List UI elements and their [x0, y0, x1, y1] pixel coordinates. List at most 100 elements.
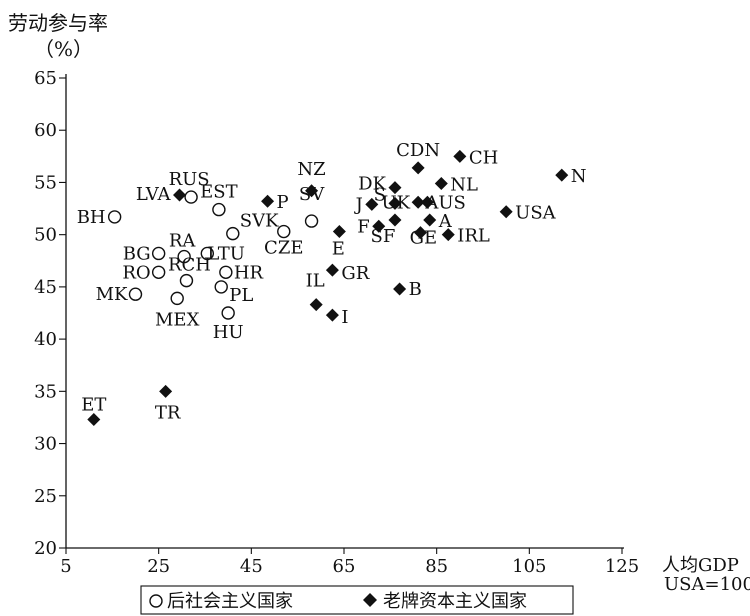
data-point-aus	[420, 195, 434, 209]
point-label-usa: USA	[515, 203, 557, 224]
y-tick-label: 35	[34, 381, 57, 402]
y-tick-label: 40	[34, 329, 57, 350]
data-point-gr	[325, 263, 339, 277]
y-tick-label: 25	[34, 486, 57, 507]
y-tick-label: 55	[34, 172, 57, 193]
point-label-nl: NL	[450, 174, 478, 195]
point-label-ltu: LTU	[207, 243, 245, 264]
data-point-ro	[151, 265, 166, 279]
point-label-svk: SVK	[240, 211, 279, 232]
y-tick-label: 20	[34, 538, 57, 559]
x-tick-label: 65	[333, 556, 356, 577]
y-tick-label: 65	[34, 68, 57, 89]
point-label-nz: NZ	[297, 159, 325, 180]
data-point-nz	[305, 184, 319, 198]
y-tick-label: 50	[34, 225, 57, 246]
data-point-hu	[221, 306, 235, 320]
data-point-tr	[159, 384, 173, 398]
point-label-ch: CH	[469, 147, 498, 168]
point-label-aus: AUS	[424, 192, 466, 213]
point-label-ge: GE	[410, 228, 438, 249]
data-point-nl	[434, 176, 448, 190]
data-point-mex	[170, 291, 184, 306]
x-tick-label: 85	[425, 556, 448, 577]
point-label-cdn: CDN	[396, 140, 440, 161]
point-label-p: P	[277, 192, 289, 213]
point-label-hu: HU	[213, 322, 244, 343]
data-point-et	[87, 413, 101, 427]
point-label-pl: PL	[229, 285, 253, 306]
legend-open-circle-icon	[149, 594, 163, 608]
data-point-f	[372, 219, 386, 233]
data-point-b	[393, 282, 407, 296]
data-point-hr	[219, 265, 233, 279]
legend: 后社会主义国家 老牌资本主义国家	[140, 585, 574, 615]
x-tick-label: 25	[147, 556, 170, 577]
data-point-cze	[277, 224, 291, 239]
point-label-f: F	[357, 216, 370, 237]
data-point-i	[325, 308, 339, 322]
point-label-hr: HR	[234, 262, 264, 283]
x-tick-label: 105	[512, 556, 546, 577]
point-label-irl: IRL	[457, 226, 490, 247]
point-label-et: ET	[81, 395, 106, 416]
data-point-ge	[413, 226, 427, 240]
point-label-e: E	[332, 239, 345, 260]
data-point-bh	[107, 210, 122, 224]
data-points: RUSESTBHSVKCZESVBGRALTURORCHHRMKPLMEXHUL…	[77, 140, 587, 427]
data-point-mk	[128, 287, 143, 301]
data-point-ch	[453, 149, 467, 163]
data-point-bg	[151, 246, 166, 261]
point-label-a: A	[438, 211, 453, 232]
point-label-est: EST	[200, 182, 237, 203]
point-label-ra: RA	[169, 231, 197, 252]
legend-box	[140, 585, 574, 615]
point-label-rch: RCH	[168, 255, 211, 276]
point-label-dk: DK	[358, 174, 386, 195]
y-axis-unit: （%）	[34, 37, 93, 61]
data-point-uk	[411, 195, 425, 209]
data-point-rus	[184, 190, 198, 204]
y-tick-label: 30	[34, 434, 57, 455]
y-tick-label: 45	[34, 277, 57, 298]
point-label-cze: CZE	[264, 238, 303, 259]
data-point-a	[423, 213, 437, 227]
x-tick-label: 125	[605, 556, 639, 577]
point-label-mex: MEX	[155, 309, 200, 330]
x-axis-note: USA=100	[664, 574, 750, 595]
point-label-gr: GR	[341, 263, 369, 284]
data-point-cdn	[411, 161, 425, 175]
point-label-il: IL	[306, 271, 325, 292]
data-point-rch	[179, 273, 194, 288]
x-tick-label: 45	[240, 556, 263, 577]
data-point-ra	[177, 249, 191, 264]
legend-label-post-socialist: 后社会主义国家	[167, 591, 293, 612]
data-point-irl	[441, 228, 455, 242]
data-point-s	[388, 196, 402, 210]
point-label-bh: BH	[77, 207, 106, 228]
x-axis-label: 人均GDP	[662, 555, 739, 576]
point-label-uk: UK	[382, 192, 411, 213]
point-label-n: N	[571, 166, 587, 187]
point-label-mk: MK	[96, 284, 128, 305]
data-point-ltu	[200, 246, 215, 261]
data-point-sv	[304, 214, 319, 228]
data-point-svk	[226, 226, 240, 241]
data-point-dk	[388, 181, 402, 195]
legend-filled-diamond-icon	[363, 593, 377, 607]
data-point-il	[309, 298, 323, 312]
data-point-e	[332, 225, 346, 239]
point-label-rus: RUS	[169, 169, 210, 190]
point-label-sf: SF	[371, 226, 396, 247]
data-point-sf	[388, 213, 402, 227]
axes: 20 25 30 35 40 45 50 55 60 65 5 25 45 65 85 105 125	[34, 68, 639, 577]
point-label-i: I	[341, 307, 348, 328]
data-point-usa	[499, 205, 513, 219]
point-label-s: S	[374, 184, 386, 205]
point-label-lva: LVA	[136, 184, 172, 205]
data-point-pl	[214, 280, 228, 294]
data-point-j	[365, 197, 379, 211]
data-point-est	[212, 202, 226, 217]
data-point-p	[261, 194, 275, 208]
